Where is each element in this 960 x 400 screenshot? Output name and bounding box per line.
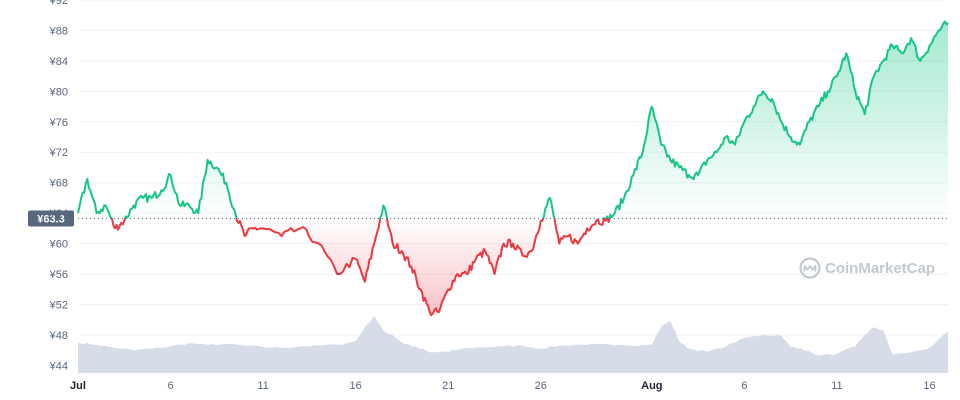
price-line-above <box>77 20 949 219</box>
y-tick-label: ¥48 <box>49 330 68 342</box>
x-tick-label: Aug <box>641 380 662 392</box>
y-tick-label: ¥92 <box>49 0 68 7</box>
y-tick-label: ¥88 <box>49 25 68 37</box>
y-tick-label: ¥44 <box>49 360 68 372</box>
x-tick-label: Jul <box>70 380 86 392</box>
x-tick-label: 16 <box>350 380 362 392</box>
x-tick-label: 6 <box>167 380 173 392</box>
price-lines <box>77 20 949 317</box>
volume-area <box>78 315 948 373</box>
x-tick-label: 16 <box>923 380 935 392</box>
x-tick-label: 11 <box>831 380 842 392</box>
y-tick-label: ¥52 <box>49 299 68 311</box>
baseline-label-bg <box>28 210 74 227</box>
volume-series <box>78 315 948 373</box>
y-tick-label: ¥64 <box>49 208 68 220</box>
y-axis: ¥44 ¥48 ¥52 ¥56 ¥60 ¥64 ¥68 ¥72 ¥76 ¥80 ¥84 ¥88 ¥92 <box>49 0 68 372</box>
price-fill-above <box>78 21 948 219</box>
coinmarketcap-logo-icon <box>799 257 821 279</box>
watermark-text: CoinMarketCap <box>825 260 935 277</box>
y-tick-label: ¥80 <box>49 86 68 98</box>
x-tick-label: 26 <box>535 380 547 392</box>
baseline-label: ¥63.3 <box>37 213 65 225</box>
baseline-marker: ¥63.3 <box>28 210 948 227</box>
price-fill-below <box>78 218 948 316</box>
x-axis: Jul 6 11 16 21 26 Aug 6 11 16 <box>70 380 936 392</box>
x-tick-label: 21 <box>442 380 454 392</box>
y-tick-label: ¥68 <box>49 178 68 190</box>
price-fill-areas <box>78 21 948 316</box>
y-tick-label: ¥56 <box>49 269 68 281</box>
y-tick-label: ¥60 <box>49 239 68 251</box>
y-tick-label: ¥84 <box>49 56 68 68</box>
price-line-below <box>110 218 611 317</box>
y-tick-label: ¥76 <box>49 117 68 129</box>
y-tick-label: ¥72 <box>49 147 68 159</box>
x-tick-label: 11 <box>257 380 268 392</box>
x-tick-label: 6 <box>741 380 747 392</box>
watermark: CoinMarketCap <box>799 257 935 279</box>
